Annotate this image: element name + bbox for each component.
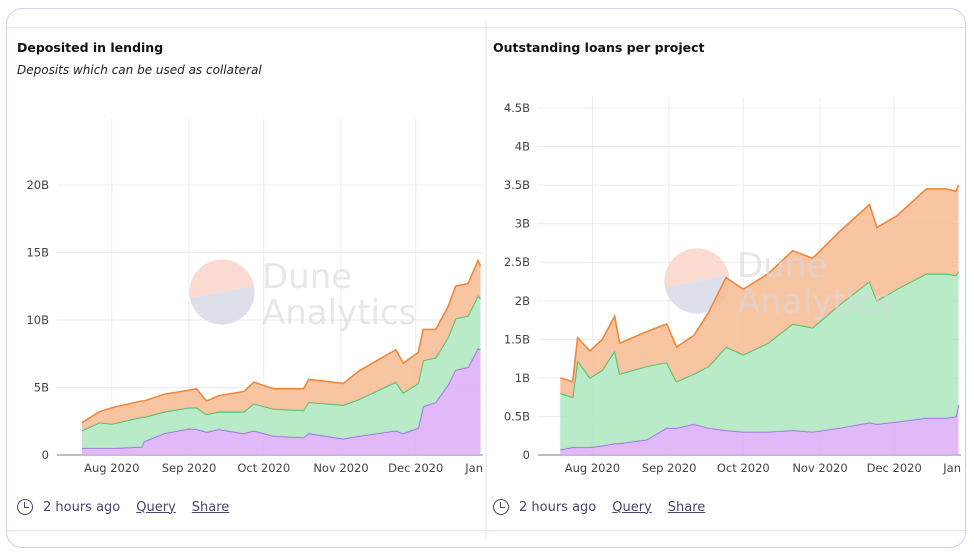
watermark-text: Analytics (737, 282, 891, 322)
clock-icon (493, 499, 509, 515)
x-tick-label: Aug 2020 (565, 461, 620, 475)
x-tick-label: Dec 2020 (388, 461, 443, 475)
line-purple (81, 347, 481, 450)
area-purple (81, 348, 481, 455)
watermark-logo-top (664, 248, 729, 287)
x-tick-label: Aug 2020 (84, 461, 139, 475)
panel-deposited-in-lending: Deposited in lending Deposits which can … (7, 9, 485, 545)
y-tick-label: 0 (42, 448, 49, 462)
series-orange (560, 184, 960, 398)
chart-footer: 2 hours ago Query Share (17, 499, 229, 515)
area-orange (560, 185, 959, 398)
y-tick-label: 3.5B (504, 178, 530, 192)
x-tick-label: Nov 2020 (313, 461, 368, 475)
watermark-logo-bottom (190, 286, 255, 325)
updated-time: 2 hours ago (43, 499, 121, 515)
line-green (81, 294, 482, 432)
y-tick-label: 10B (26, 313, 49, 327)
y-tick-label: 2B (515, 294, 530, 308)
y-tick-label: 0.5B (504, 409, 530, 423)
chart-subtitle: Deposits which can be used as collateral (17, 63, 262, 77)
line-orange (81, 258, 482, 424)
area-orange (81, 260, 481, 431)
y-tick-label: 4.5B (504, 101, 530, 115)
watermark-text: Dune (737, 246, 827, 286)
y-tick-label: 0 (523, 448, 530, 462)
divider-line (487, 27, 965, 28)
divider-line (7, 27, 485, 28)
x-tick-label: Nov 2020 (792, 461, 847, 475)
chart-footer: 2 hours ago Query Share (493, 499, 705, 515)
x-tick-label: Oct 2020 (237, 461, 290, 475)
panel-outstanding-loans: Outstanding loans per project Aug 2020 Se… (487, 9, 965, 545)
area-green (560, 271, 959, 450)
watermark-text: Analytics (262, 293, 416, 333)
card-frame (6, 8, 966, 548)
series-orange (81, 258, 482, 431)
y-tick-label: 4B (515, 140, 530, 154)
x-tick-label: Sep 2020 (642, 461, 697, 475)
y-tick-label: 2.5B (504, 255, 530, 269)
x-tick-label: Jan (464, 461, 483, 475)
query-link[interactable]: Query (612, 499, 652, 515)
share-link[interactable]: Share (191, 499, 230, 515)
x-tick-label: Jan (942, 461, 961, 475)
y-tick-label: 20B (26, 178, 49, 192)
y-tick-label: 1.5B (504, 332, 530, 346)
watermark-text: Dune (262, 257, 352, 297)
updated-time: 2 hours ago (519, 499, 597, 515)
y-tick-label: 5B (34, 381, 49, 395)
area-green (81, 295, 481, 449)
chart-title: Deposited in lending (17, 40, 164, 55)
divider-line (7, 530, 485, 531)
watermark-logo-top (189, 259, 254, 298)
chart-outstanding-loans: Aug 2020 Sep 2020 Oct 2020 Nov 2020 Dec 2020… (504, 97, 961, 475)
x-tick-label: Dec 2020 (867, 461, 922, 475)
y-tick-label: 1B (515, 371, 530, 385)
y-tick-label: 3B (515, 217, 530, 231)
series-green (81, 294, 482, 449)
x-tick-label: Oct 2020 (717, 461, 770, 475)
series-purple (81, 347, 481, 455)
clock-icon (17, 499, 33, 515)
panel-divider (485, 20, 487, 540)
area-purple (560, 404, 959, 455)
y-tick-label: 15B (26, 246, 49, 260)
divider-line (487, 530, 965, 531)
share-link[interactable]: Share (667, 499, 706, 515)
chart-deposited: Aug 2020 Sep 2020 Oct 2020 Nov 2020 Dec 2020… (26, 119, 483, 475)
x-tick-label: Sep 2020 (162, 461, 217, 475)
query-link[interactable]: Query (136, 499, 176, 515)
chart-title: Outstanding loans per project (493, 40, 705, 55)
line-orange (560, 184, 960, 383)
